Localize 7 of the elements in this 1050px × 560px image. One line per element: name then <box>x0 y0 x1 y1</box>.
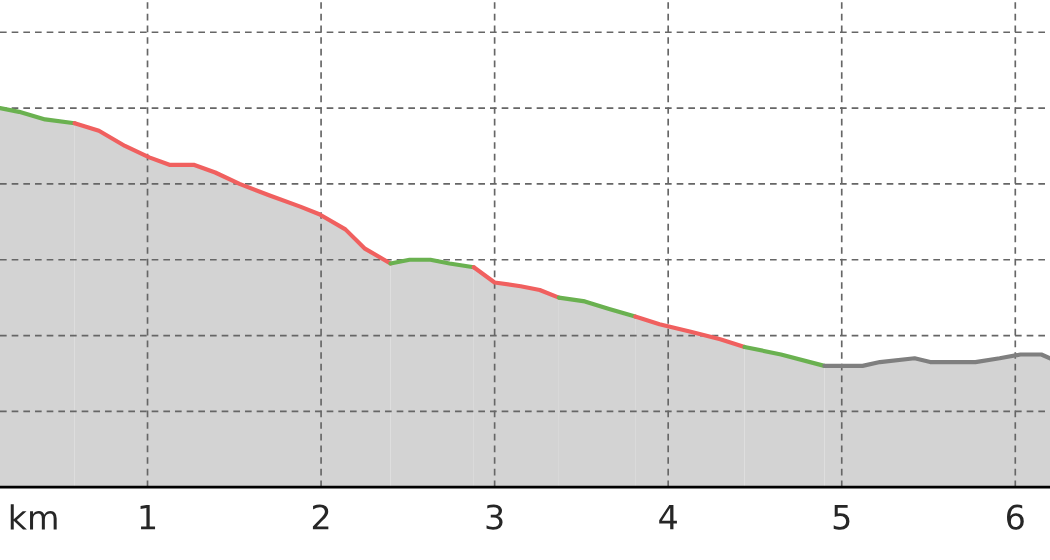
x-tick-label: 3 <box>486 504 503 530</box>
x-tick-label: 1 <box>140 504 156 530</box>
x-tick-label: 5 <box>833 504 850 530</box>
x-tick-label: 2 <box>312 504 329 530</box>
x-axis-title: km <box>10 504 57 530</box>
x-tick-label: 4 <box>659 504 677 530</box>
x-tick-label: 6 <box>1007 504 1024 530</box>
